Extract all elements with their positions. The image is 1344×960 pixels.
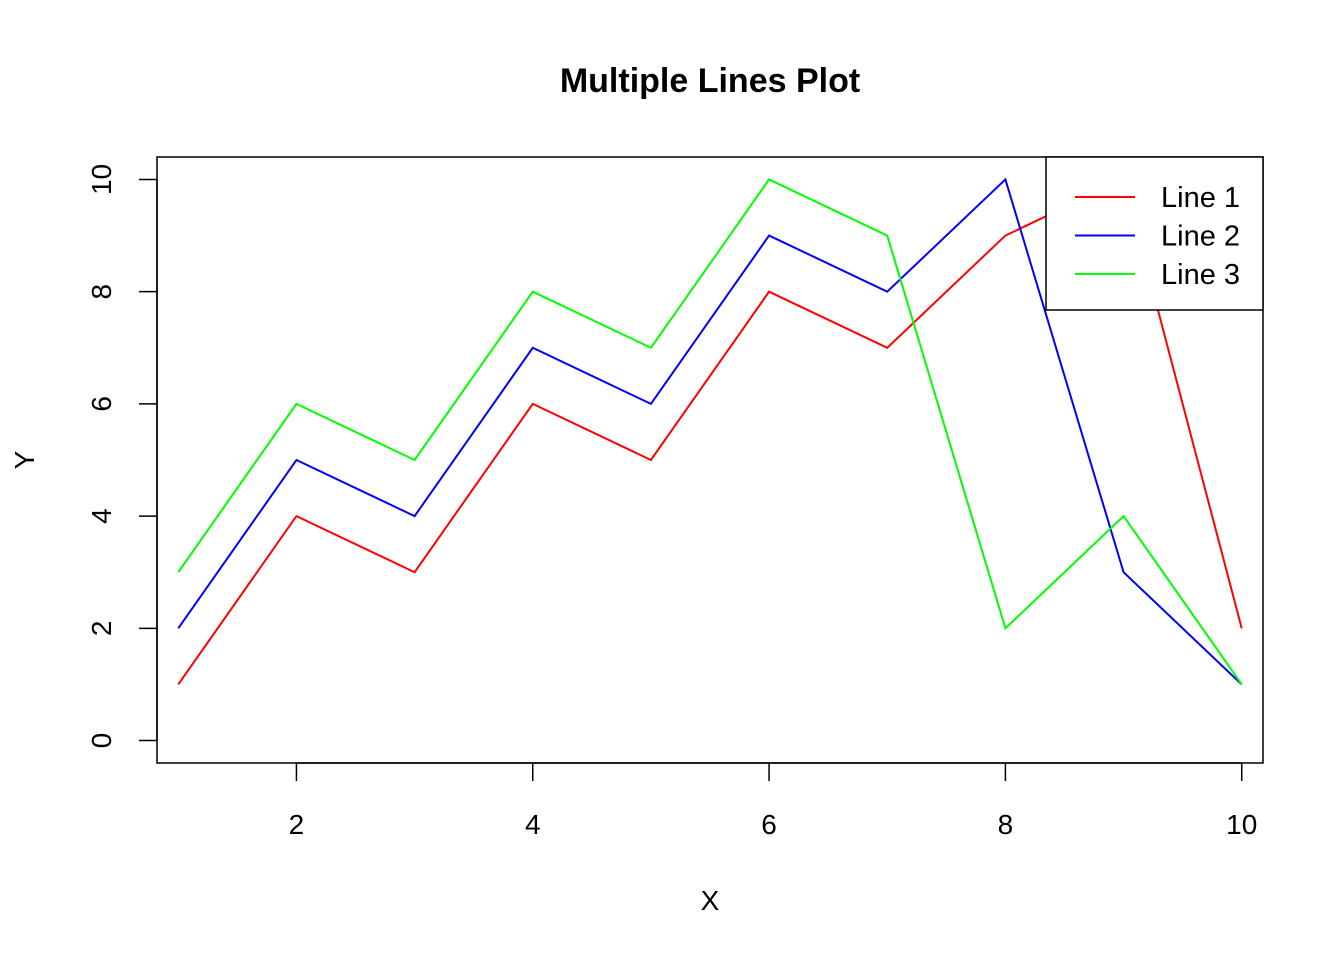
series-line-2 — [177, 177, 1243, 686]
legend: Line 1 Line 2 Line 3 — [1045, 156, 1264, 311]
y-tick-label: 8 — [86, 284, 117, 300]
y-tick-label: 10 — [86, 164, 117, 195]
chart-title: Multiple Lines Plot — [560, 62, 860, 100]
x-axis: 2 4 6 8 10 — [289, 762, 1257, 840]
x-axis-label: X — [701, 885, 720, 916]
x-tick-label: 6 — [761, 809, 777, 840]
x-tick-label: 10 — [1226, 809, 1257, 840]
y-axis-label: Y — [9, 450, 40, 469]
x-tick-label: 4 — [525, 809, 541, 840]
series-line-3 — [177, 178, 1243, 686]
legend-box — [1045, 156, 1264, 311]
legend-label: Line 3 — [1161, 259, 1240, 291]
x-tick-label: 2 — [289, 809, 305, 840]
x-tick-label: 8 — [998, 809, 1014, 840]
y-tick-label: 6 — [86, 396, 117, 412]
y-tick-label: 4 — [86, 508, 117, 524]
y-tick-label: 0 — [86, 733, 117, 749]
legend-label: Line 1 — [1161, 182, 1240, 214]
y-axis: 0 2 4 6 8 10 — [86, 164, 158, 749]
y-tick-label: 2 — [86, 621, 117, 637]
legend-label: Line 2 — [1161, 221, 1240, 253]
